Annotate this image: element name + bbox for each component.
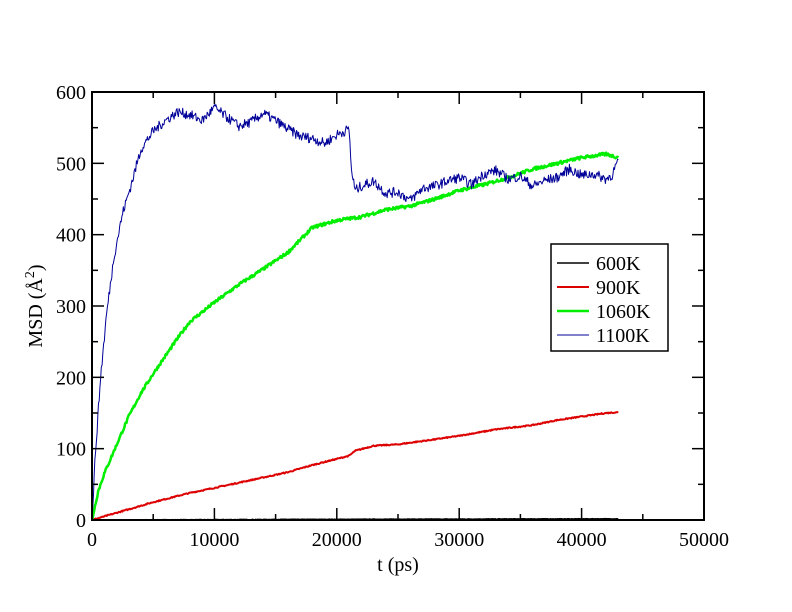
y-tick-label: 200 bbox=[56, 367, 86, 389]
legend-box bbox=[550, 243, 669, 352]
y-tick-label: 400 bbox=[56, 225, 86, 247]
y-tick-label: 500 bbox=[56, 153, 86, 175]
x-axis-label: t (ps) bbox=[377, 554, 419, 576]
y-axis-label-main: MSD ( bbox=[25, 292, 47, 347]
svg-text:MSD (Å2): MSD (Å2) bbox=[23, 264, 47, 347]
y-axis-label-close: ) bbox=[25, 264, 47, 271]
y-tick-label: 600 bbox=[56, 82, 86, 104]
x-tick-label: 0 bbox=[87, 529, 97, 551]
series-line-1100k bbox=[91, 104, 619, 521]
legend-label-1060k: 1060K bbox=[596, 301, 651, 323]
series-line-1060k bbox=[90, 151, 620, 521]
y-tick-label: 100 bbox=[56, 439, 86, 461]
y-tick-label: 300 bbox=[56, 296, 86, 318]
x-tick-label: 30000 bbox=[434, 529, 484, 551]
series-line-900k bbox=[91, 411, 619, 521]
legend-label-900k: 900K bbox=[596, 277, 641, 299]
y-axis-label-sup: 2 bbox=[23, 271, 38, 278]
y-axis-label-unit: Å bbox=[25, 278, 47, 293]
x-tick-label: 20000 bbox=[312, 529, 362, 551]
legend-label-600k: 600K bbox=[596, 253, 641, 275]
series-layer bbox=[90, 104, 620, 521]
x-tick-label: 10000 bbox=[189, 529, 239, 551]
ticks-layer: 0 10000 20000 30000 40000 50000 0 100 200 300 400 5… bbox=[56, 82, 729, 551]
y-axis-label: MSD (Å2) bbox=[23, 264, 47, 347]
legend-label-1100k: 1100K bbox=[596, 325, 650, 347]
y-tick-label: 0 bbox=[76, 510, 86, 532]
x-tick-label: 40000 bbox=[557, 529, 607, 551]
x-tick-label: 50000 bbox=[679, 529, 729, 551]
